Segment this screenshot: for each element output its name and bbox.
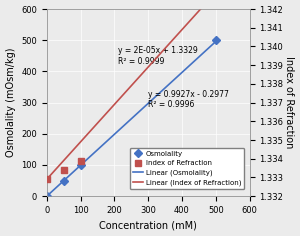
Text: y = 0.9927x - 0.2977
R² = 0.9996: y = 0.9927x - 0.2977 R² = 0.9996 xyxy=(148,89,229,109)
Linear (Osmolality) xyxy=(146,103,149,105)
Osmolality xyxy=(62,179,65,182)
Index of Refraction xyxy=(79,159,82,162)
Linear (Osmolality) xyxy=(45,195,49,198)
Linear (Osmolality) xyxy=(214,40,217,43)
Linear (Index of Refraction) xyxy=(145,67,148,70)
Linear (Index of Refraction) xyxy=(146,67,149,69)
Linear (Index of Refraction) xyxy=(148,63,152,66)
Index of Refraction xyxy=(45,178,49,181)
Linear (Osmolality) xyxy=(198,55,202,57)
Line: Linear (Osmolality): Linear (Osmolality) xyxy=(47,42,216,196)
Osmolality xyxy=(79,164,82,166)
Linear (Index of Refraction) xyxy=(198,8,202,11)
Linear (Index of Refraction) xyxy=(45,178,49,181)
Legend: Osmolality, Index of Refraction, Linear (Osmolality), Linear (Index of Refractio: Osmolality, Index of Refraction, Linear … xyxy=(130,148,244,189)
Text: y = 2E-05x + 1.3329
R² = 0.9999: y = 2E-05x + 1.3329 R² = 0.9999 xyxy=(118,46,197,66)
Linear (Osmolality) xyxy=(145,103,148,106)
Line: Index of Refraction: Index of Refraction xyxy=(44,0,219,182)
Linear (Osmolality) xyxy=(148,100,152,103)
Index of Refraction xyxy=(62,169,65,171)
Linear (Osmolality) xyxy=(46,194,49,197)
Linear (Osmolality) xyxy=(188,64,191,67)
Y-axis label: Index of Refraction: Index of Refraction xyxy=(284,56,294,149)
Line: Osmolality: Osmolality xyxy=(44,38,219,199)
Osmolality xyxy=(45,195,49,198)
Y-axis label: Osmolality (mOsm/kg): Osmolality (mOsm/kg) xyxy=(6,48,16,157)
Osmolality xyxy=(214,39,217,42)
Linear (Index of Refraction) xyxy=(188,20,191,23)
Linear (Index of Refraction) xyxy=(46,177,49,180)
Line: Linear (Index of Refraction): Linear (Index of Refraction) xyxy=(47,0,216,179)
X-axis label: Concentration (mM): Concentration (mM) xyxy=(99,220,197,230)
